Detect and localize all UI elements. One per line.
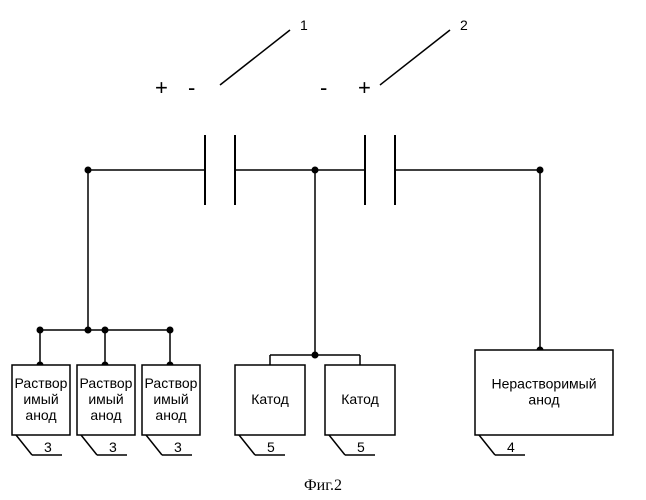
soluble-anode-label: имый xyxy=(23,391,58,407)
soluble-anode-label: анод xyxy=(155,407,186,423)
cathode-ref: 5 xyxy=(357,439,365,455)
source-ref: 2 xyxy=(460,17,468,33)
minus-sign: - xyxy=(320,75,327,100)
minus-sign: - xyxy=(188,75,195,100)
soluble-anode-label: имый xyxy=(88,391,123,407)
soluble-anode-label: Раствор xyxy=(80,375,133,391)
insoluble-anode-label: анод xyxy=(528,392,559,408)
cathode-ref: 5 xyxy=(267,439,275,455)
soluble-anode-label: анод xyxy=(90,407,121,423)
insoluble-anode-label: Нерастворимый xyxy=(491,376,596,392)
soluble-anode-label: анод xyxy=(25,407,56,423)
plus-sign: + xyxy=(358,75,371,100)
soluble-anode-label: Раствор xyxy=(145,375,198,391)
insoluble-anode-ref: 4 xyxy=(507,439,515,455)
plus-sign: + xyxy=(155,75,168,100)
soluble-anode-ref: 3 xyxy=(109,439,117,455)
figure-caption: Фиг.2 xyxy=(304,477,342,494)
soluble-anode-ref: 3 xyxy=(174,439,182,455)
cathode-label: Катод xyxy=(341,391,379,407)
source-ref: 1 xyxy=(300,17,308,33)
cathode-label: Катод xyxy=(251,391,289,407)
soluble-anode-ref: 3 xyxy=(44,439,52,455)
soluble-anode-label: имый xyxy=(153,391,188,407)
soluble-anode-label: Раствор xyxy=(15,375,68,391)
